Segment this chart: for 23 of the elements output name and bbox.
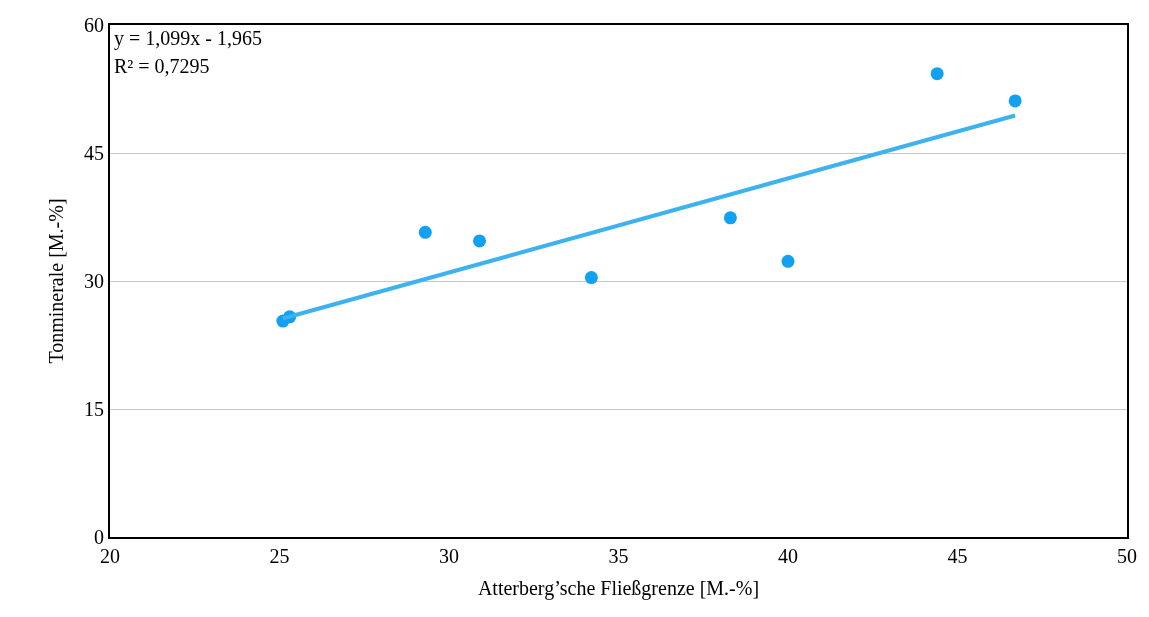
point	[418, 225, 432, 239]
x-tick-label: 40	[778, 545, 798, 567]
point	[781, 254, 795, 268]
y-tick-label: 30	[84, 270, 104, 292]
x-tick-label: 20	[100, 545, 120, 567]
x-tick-label: 30	[439, 545, 459, 567]
point	[723, 211, 737, 225]
x-axis-title: Atterberg’sche Fließgrenze [M.-%]	[477, 577, 760, 600]
y-tick-label: 60	[84, 14, 104, 36]
x-tick-label: 45	[947, 545, 968, 567]
point	[584, 271, 598, 285]
y-tick-label: 15	[84, 398, 104, 420]
point	[473, 234, 487, 248]
point	[930, 67, 944, 81]
x-tick-label: 35	[608, 545, 629, 567]
annotation: R² = 0,7295	[114, 55, 210, 77]
annotation: y = 1,099x - 1,965	[114, 27, 262, 50]
x-tick-label: 50	[1117, 545, 1137, 567]
point	[1008, 94, 1022, 108]
y-tick-label: 0	[94, 526, 104, 548]
y-axis-title: Tonminerale [M.-%]	[45, 198, 67, 364]
y-tick-label: 45	[84, 142, 104, 164]
x-tick-label: 25	[269, 545, 290, 567]
